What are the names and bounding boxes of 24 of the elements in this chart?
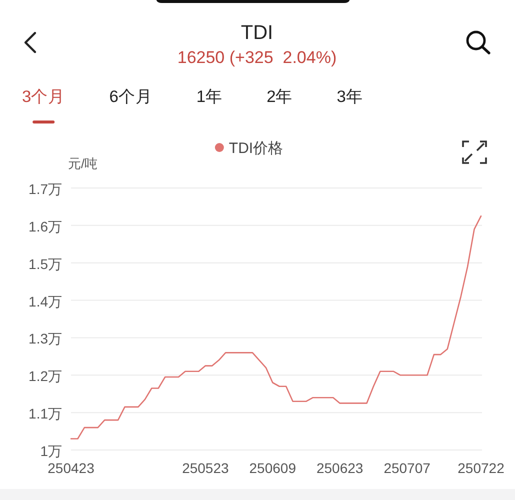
legend-label: TDI价格 — [228, 140, 284, 157]
y-tick-label: 1.1万 — [28, 406, 62, 422]
y-tick-label: 1.5万 — [28, 256, 62, 272]
x-tick-label: 250609 — [249, 460, 296, 476]
legend: TDI价格 — [214, 140, 284, 157]
x-tick-label: 250423 — [48, 460, 95, 476]
y-tick-label: 1.7万 — [28, 181, 62, 197]
x-tick-label: 250623 — [316, 460, 364, 476]
y-tick-label: 1.4万 — [28, 293, 62, 310]
y-axis-title: 元/吨 — [68, 156, 98, 171]
chart-subtitle: 16250 (+325 2.04%) — [177, 48, 337, 67]
text: 1年 — [196, 88, 223, 106]
text: 3个月 — [22, 88, 66, 106]
chart-title: TDI — [240, 22, 274, 44]
text: 2年 — [266, 88, 293, 106]
y-tick-label: 1.2万 — [28, 368, 62, 384]
y-tick-label: 1万 — [40, 443, 62, 459]
x-tick-label: 250523 — [182, 460, 229, 476]
text: 3年 — [336, 88, 363, 106]
y-tick-label: 1.3万 — [28, 330, 62, 347]
x-tick-label: 250722 — [458, 460, 505, 476]
text: 6个月 — [109, 88, 152, 106]
x-tick-label: 250707 — [384, 460, 431, 476]
y-tick-label: 1.6万 — [28, 218, 62, 234]
